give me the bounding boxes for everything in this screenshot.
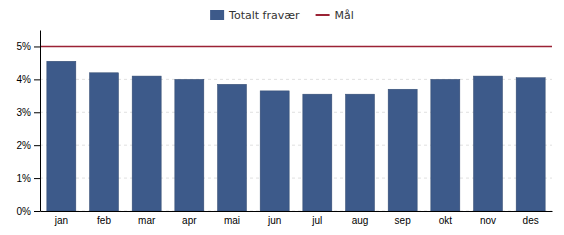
legend: Totalt fravær Mål xyxy=(210,9,354,22)
bar xyxy=(217,84,246,211)
x-tick: nov xyxy=(480,215,496,226)
y-tick-mark xyxy=(34,46,40,47)
y-tick: 2% xyxy=(17,140,40,151)
legend-swatch xyxy=(316,14,330,16)
y-tick: 5% xyxy=(17,41,40,52)
bar xyxy=(388,89,417,211)
y-tick-label: 4% xyxy=(17,74,32,85)
y-tick-label: 0% xyxy=(17,206,32,217)
bar xyxy=(345,94,374,211)
chart: 0% 1% 2% 3% 4% 5% jan feb mar apr mai jun jul aug sep o… xyxy=(0,0,564,235)
bar xyxy=(132,76,161,211)
grid xyxy=(40,46,552,211)
x-tick-label: nov xyxy=(480,215,496,226)
y-tick: 1% xyxy=(17,173,40,184)
y-tick: 0% xyxy=(17,206,40,217)
x-tick-label: apr xyxy=(182,215,197,226)
y-axis-line xyxy=(40,31,41,212)
y-tick: 4% xyxy=(17,74,40,85)
y-tick: 3% xyxy=(17,107,40,118)
legend-swatch xyxy=(210,10,224,20)
y-tick-label: 1% xyxy=(17,173,32,184)
x-axis: jan feb mar apr mai jun jul aug sep okt nov des xyxy=(41,212,553,227)
x-tick-label: jun xyxy=(267,215,281,226)
y-tick-label: 5% xyxy=(17,41,32,52)
x-tick: apr xyxy=(182,215,197,226)
x-tick: jul xyxy=(311,215,322,226)
x-tick-label: mar xyxy=(138,215,156,226)
bar xyxy=(260,91,289,211)
bar-series xyxy=(47,61,545,211)
x-tick: feb xyxy=(97,215,111,226)
bar xyxy=(303,94,332,211)
legend-item: Totalt fravær xyxy=(210,9,300,22)
reference-line xyxy=(40,46,552,48)
y-tick-mark xyxy=(34,145,40,146)
x-tick-label: feb xyxy=(97,215,111,226)
x-tick: jun xyxy=(267,215,281,226)
y-tick-mark xyxy=(34,112,40,113)
x-tick: sep xyxy=(395,215,412,226)
bar xyxy=(473,76,502,211)
x-tick: okt xyxy=(439,215,453,226)
y-axis: 0% 1% 2% 3% 4% 5% xyxy=(17,31,41,217)
y-tick-mark xyxy=(34,178,40,179)
bar xyxy=(175,79,204,211)
bar xyxy=(89,73,118,211)
bar xyxy=(431,79,460,211)
y-tick-label: 3% xyxy=(17,107,32,118)
x-tick-label: jan xyxy=(54,215,68,226)
plot-area xyxy=(40,46,552,211)
y-tick-mark xyxy=(34,211,40,212)
legend-label: Mål xyxy=(335,9,354,22)
legend-item: Mål xyxy=(316,9,354,22)
x-tick-label: mai xyxy=(224,215,240,226)
x-tick-label: jul xyxy=(311,215,322,226)
x-tick-label: okt xyxy=(439,215,453,226)
legend-label: Totalt fravær xyxy=(228,9,300,22)
y-tick-mark xyxy=(34,79,40,80)
x-tick: des xyxy=(523,215,539,226)
x-axis-line xyxy=(41,211,553,212)
x-tick-label: sep xyxy=(395,215,412,226)
x-tick: aug xyxy=(352,215,369,226)
bar xyxy=(516,78,545,211)
x-tick: mar xyxy=(138,215,156,226)
x-tick: jan xyxy=(54,215,68,226)
y-tick-label: 2% xyxy=(17,140,32,151)
bar xyxy=(47,61,76,211)
x-tick-label: aug xyxy=(352,215,369,226)
x-tick-label: des xyxy=(523,215,539,226)
grid-line xyxy=(40,46,552,47)
x-tick: mai xyxy=(224,215,240,226)
